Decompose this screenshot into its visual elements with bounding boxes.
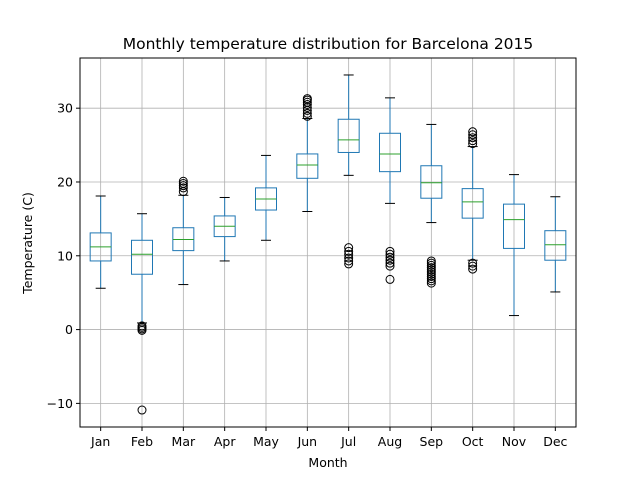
outlier-point <box>385 258 395 268</box>
outlier-point <box>468 258 478 268</box>
outlier-point <box>178 178 188 188</box>
box-sep <box>420 123 443 288</box>
x-tick-label: Mar <box>172 434 196 449</box>
outlier-point <box>178 181 188 191</box>
box-nov <box>503 174 525 317</box>
x-tick-label: Jan <box>90 434 110 449</box>
outlier-point <box>385 249 395 259</box>
iqr-box <box>461 188 484 219</box>
outlier-point <box>426 265 436 275</box>
outlier-point <box>302 97 312 107</box>
box-mar <box>172 176 195 286</box>
outlier-point <box>468 261 478 271</box>
outlier-point <box>468 136 478 146</box>
x-tick-label: Sep <box>420 434 444 449</box>
outlier-point <box>137 325 147 335</box>
outlier-point <box>426 263 436 273</box>
outlier-point <box>302 111 312 121</box>
y-axis-label: Temperature (C) <box>20 192 35 295</box>
outlier-point <box>426 256 436 266</box>
outlier-point <box>302 99 312 109</box>
box-apr <box>213 196 236 262</box>
outlier-point <box>385 255 395 265</box>
outlier-point <box>468 264 478 274</box>
x-tick-label: Aug <box>378 434 402 449</box>
box-may <box>255 154 277 241</box>
outlier-point <box>344 259 354 269</box>
outlier-point <box>178 176 188 186</box>
y-tick-label: 30 <box>57 101 73 116</box>
outlier-point <box>385 246 395 256</box>
iqr-box <box>131 239 153 275</box>
outlier-point <box>178 183 188 193</box>
outlier-point <box>468 127 478 137</box>
outlier-point <box>385 274 395 284</box>
outlier-point <box>468 133 478 143</box>
axes-frame <box>79 57 577 428</box>
box-jan <box>89 195 112 289</box>
box-aug <box>379 97 401 284</box>
outlier-point <box>468 139 478 149</box>
outlier-point <box>385 261 395 271</box>
x-axis-label: Month <box>308 455 347 470</box>
box-oct <box>461 127 484 274</box>
outlier-point <box>344 256 354 266</box>
box-jul <box>337 74 360 269</box>
outlier-point <box>302 94 312 104</box>
outlier-point <box>344 246 354 256</box>
plot-area: Jan Feb Mar Apr May Jun Jul Aug Sep Oct Nov Dec −10 0… <box>47 57 577 449</box>
outlier-point <box>426 258 436 268</box>
outlier-point <box>385 252 395 262</box>
outlier-point <box>344 249 354 259</box>
y-tick-label: 10 <box>57 248 73 263</box>
outlier-point <box>468 130 478 140</box>
iqr-box <box>420 165 443 199</box>
outlier-point <box>426 260 436 270</box>
iqr-box <box>296 153 319 179</box>
outlier-point <box>344 253 354 263</box>
x-tick-label: Feb <box>131 434 153 449</box>
y-tick-label: −10 <box>47 396 73 411</box>
x-tick-label: Nov <box>502 434 527 449</box>
outlier-point <box>426 278 436 288</box>
outlier-point <box>426 267 436 277</box>
y-tick-label: 20 <box>57 174 73 189</box>
x-tick-label: May <box>253 434 279 449</box>
outlier-point <box>426 274 436 284</box>
outlier-point <box>302 108 312 118</box>
box-jun <box>296 94 319 213</box>
iqr-box <box>379 132 401 173</box>
iqr-box <box>544 230 567 261</box>
x-tick-label: Apr <box>214 434 236 449</box>
outlier-point <box>426 271 436 281</box>
outlier-point <box>426 269 436 279</box>
x-tick-label: Jun <box>297 434 318 449</box>
iqr-box <box>503 203 525 249</box>
outlier-point <box>344 243 354 253</box>
x-tick-label: Dec <box>543 434 567 449</box>
y-tick-label: 0 <box>65 322 73 337</box>
outlier-point <box>137 405 147 415</box>
iqr-box <box>337 118 360 153</box>
outlier-point <box>426 276 436 286</box>
outlier-point <box>302 102 312 112</box>
box-dec <box>544 196 567 293</box>
chart-title: Monthly temperature distribution for Bar… <box>123 35 534 53</box>
box-feb <box>131 213 153 415</box>
x-tick-label: Oct <box>462 434 484 449</box>
x-tick-label: Jul <box>340 434 356 449</box>
